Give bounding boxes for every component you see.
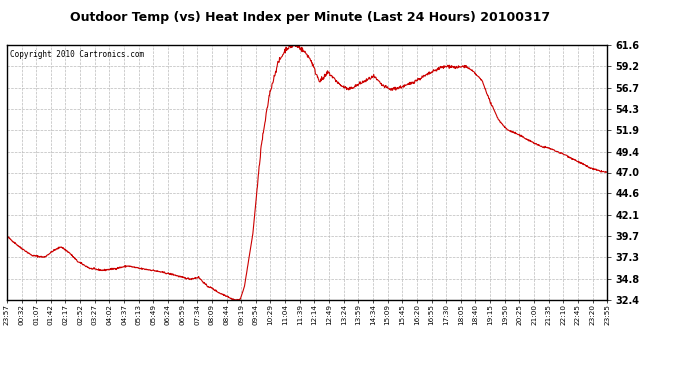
Text: Copyright 2010 Cartronics.com: Copyright 2010 Cartronics.com	[10, 50, 144, 59]
Text: Outdoor Temp (vs) Heat Index per Minute (Last 24 Hours) 20100317: Outdoor Temp (vs) Heat Index per Minute …	[70, 11, 551, 24]
